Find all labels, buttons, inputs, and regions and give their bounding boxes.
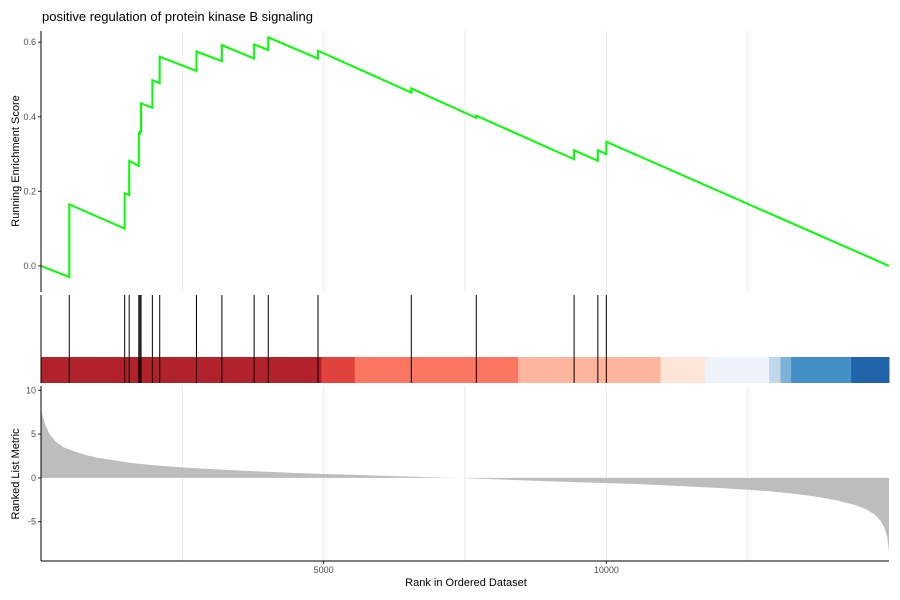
color-band [660,357,706,383]
color-band [518,357,662,383]
es-y-tick-label: 0.4 [23,112,36,122]
color-band [769,357,781,383]
rank-y-axis-ticks: 10 5 0 -5 [26,385,41,527]
rank-y-tick-label: 0 [31,473,36,483]
hit-markers [68,295,607,383]
x-tick-label: 10000 [594,565,619,575]
color-band [354,357,519,383]
plot-title: positive regulation of protein kinase B … [42,9,313,24]
color-band [321,357,356,383]
ranked-list-metric-area [41,407,889,553]
color-band [41,357,322,383]
x-axis-ticks: 5000 10000 [314,561,619,575]
rank-color-bands [41,357,890,383]
es-y-tick-label: 0.2 [23,186,36,196]
es-y-tick-label: 0.6 [23,37,36,47]
es-y-tick-label: 0.0 [23,261,36,271]
es-y-axis-title: Running Enrichment Score [10,95,22,226]
es-y-axis-ticks: 0.0 0.2 0.4 0.6 [23,37,41,271]
ranked-list-metric-panel: 10 5 0 -5 5000 10000 [26,385,889,575]
rank-y-tick-label: 5 [31,429,36,439]
rank-y-tick-label: 10 [26,385,36,395]
gene-set-hits-panel [40,295,890,383]
color-band [791,357,852,383]
color-band [705,357,770,383]
rank-y-axis-title: Ranked List Metric [10,428,22,520]
x-tick-label: 5000 [314,565,334,575]
running-enrichment-score-line [40,35,890,279]
color-band [780,357,792,383]
rank-y-tick-label: -5 [28,517,36,527]
color-band [851,357,890,383]
enrichment-score-panel: 0.0 0.2 0.4 0.6 [23,31,890,292]
x-axis-title: Rank in Ordered Dataset [405,577,527,589]
es-vertical-gridlines [181,31,749,292]
